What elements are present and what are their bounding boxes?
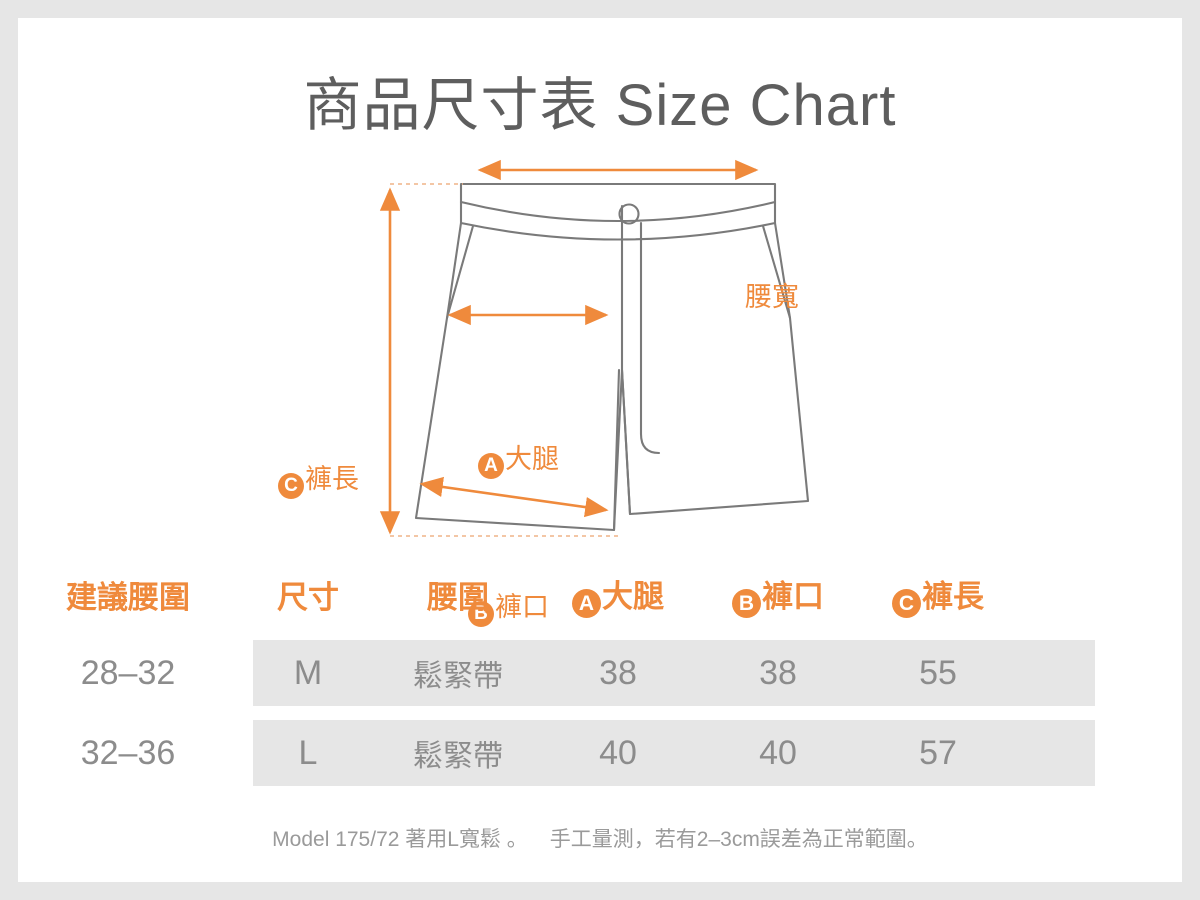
dim-label-thigh: A 大腿	[478, 446, 559, 479]
cell-thigh: 40	[599, 733, 637, 772]
header-suggested-waist: 建議腰圍	[66, 579, 190, 615]
cell-size: L	[298, 733, 318, 772]
dim-label-hem: B 褲口	[468, 594, 549, 627]
cell-waist: 鬆緊帶	[413, 660, 503, 693]
dim-label-waist: 腰寬	[745, 284, 799, 311]
table-row: 28–32 M 鬆緊帶 38 38 55	[18, 640, 1182, 706]
badge-b-icon: B	[732, 588, 761, 618]
header-length: C 褲長	[858, 571, 1018, 618]
badge-a-icon: A	[478, 453, 504, 479]
table-row: 32–36 L 鬆緊帶 40 40 57	[18, 720, 1182, 786]
dim-label-length: C 褲長	[278, 466, 359, 499]
garment-diagram: 腰寬 A 大腿 B 褲口 C 褲長	[18, 148, 1182, 627]
size-chart-page: 商品尺寸表 Size Chart	[18, 18, 1182, 882]
cell-length: 57	[919, 733, 957, 772]
waist-label-text: 腰寬	[745, 282, 799, 312]
badge-c-icon: C	[278, 473, 304, 499]
cell-hem: 40	[759, 733, 797, 772]
footer-measure-note: 手工量測，若有2–3cm誤差為正常範圍。	[549, 828, 928, 851]
shorts-outline	[414, 182, 810, 532]
header-size: 尺寸	[277, 579, 339, 615]
badge-b-icon: B	[468, 601, 494, 627]
cell-hem: 38	[759, 653, 797, 692]
cell-suggested-waist: 32–36	[80, 733, 176, 772]
badge-c-icon: C	[892, 588, 921, 618]
cell-waist: 鬆緊帶	[413, 740, 503, 773]
row-band-2	[253, 720, 1095, 786]
length-label-text: 褲長	[305, 464, 359, 494]
guide-lines	[390, 183, 618, 537]
thigh-label-text: 大腿	[505, 444, 559, 474]
hem-label-text: 褲口	[495, 592, 549, 622]
footer-note: Model 175/72 著用L寬鬆 。手工量測，若有2–3cm誤差為正常範圍。	[18, 823, 1182, 853]
page-title: 商品尺寸表 Size Chart	[303, 73, 897, 138]
cell-thigh: 38	[599, 653, 637, 692]
dimension-arrows	[379, 159, 759, 535]
footer-model-note: Model 175/72 著用L寬鬆 。	[272, 828, 528, 851]
badge-a-icon: A	[572, 588, 601, 618]
cell-size: M	[293, 653, 323, 692]
row-band-1	[253, 640, 1095, 706]
header-waist: 腰圍	[427, 579, 489, 615]
header-hem: B 褲口	[698, 571, 858, 618]
cell-length: 55	[919, 653, 957, 692]
hem-arrow	[419, 476, 609, 518]
table-header-row: 建議腰圍 尺寸 腰圍 A 大腿 B 褲口 C 褲長	[18, 568, 1182, 620]
header-thigh: A 大腿	[538, 571, 698, 618]
cell-suggested-waist: 28–32	[80, 653, 176, 692]
